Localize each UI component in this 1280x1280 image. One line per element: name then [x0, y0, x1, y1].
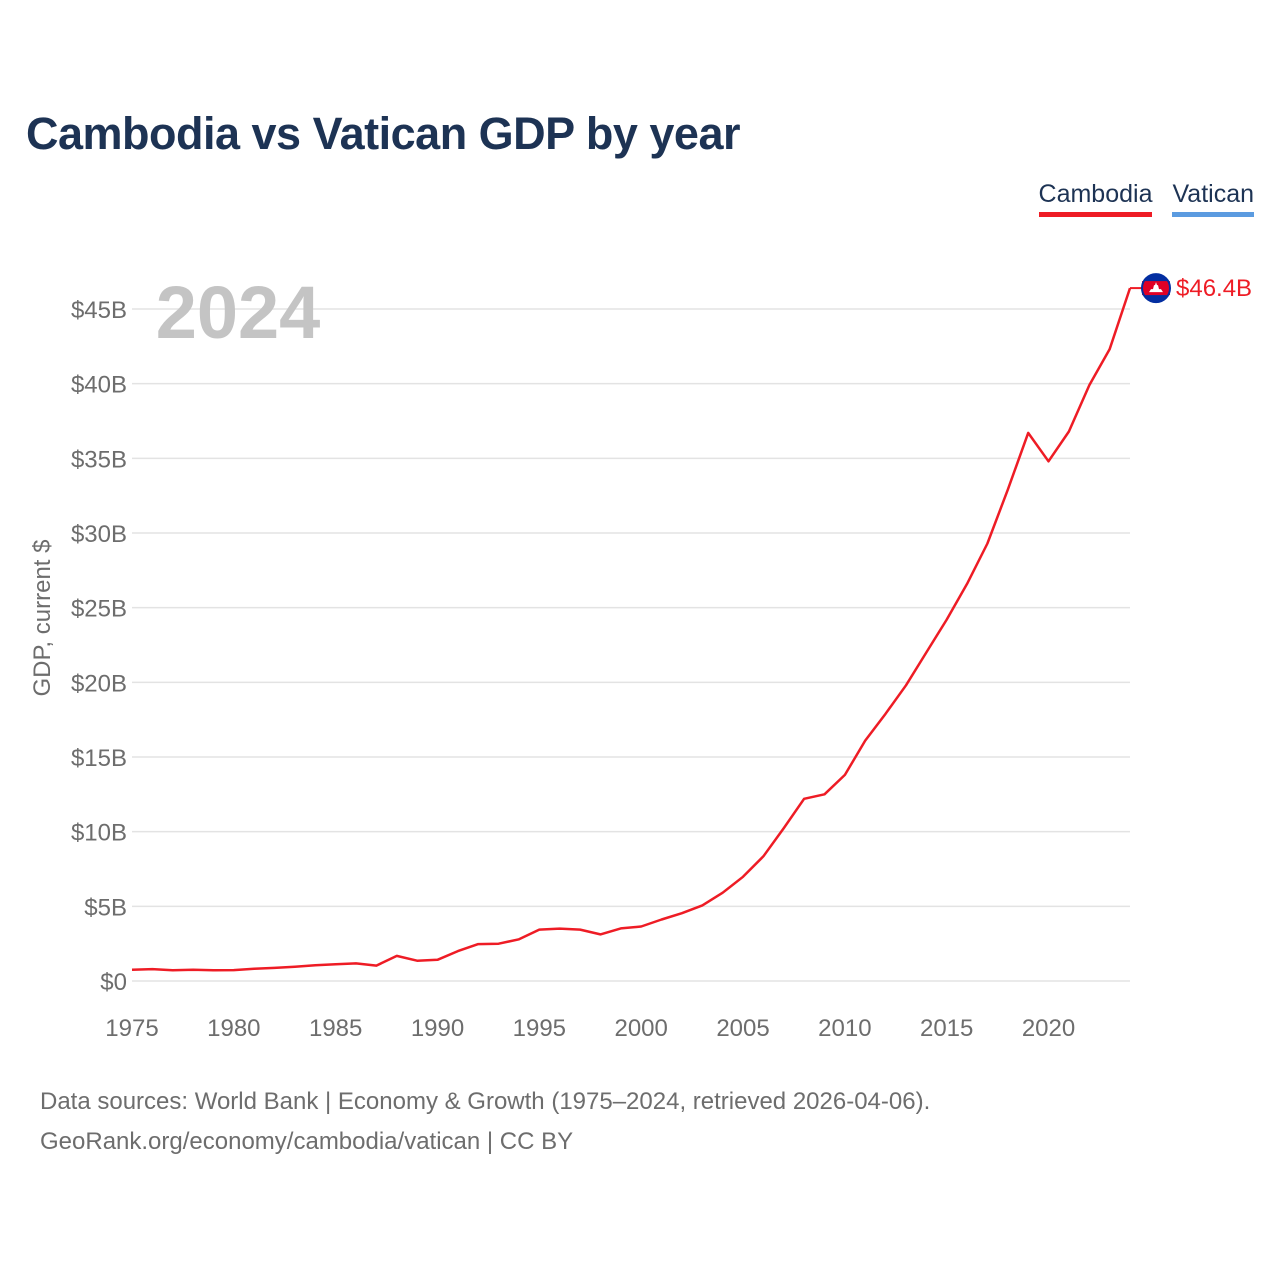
legend-item-cambodia[interactable]: Cambodia [1038, 180, 1153, 217]
attribution-text[interactable]: GeoRank.org/economy/cambodia/vatican | C… [40, 1128, 574, 1155]
legend-item-vatican[interactable]: Vatican [1172, 180, 1254, 217]
x-tick-label: 1985 [309, 1015, 362, 1042]
y-tick-label: $40B [71, 372, 127, 399]
y-tick-label: $20B [71, 670, 127, 697]
y-tick-label: $15B [71, 745, 127, 772]
series-line-cambodia[interactable] [131, 287, 1132, 972]
year-label: 2024 [156, 271, 321, 354]
y-tick-label: $25B [71, 596, 127, 623]
legend: Cambodia Vatican [1038, 180, 1254, 217]
x-tick-label: 2005 [716, 1015, 769, 1042]
x-tick-label: 1990 [411, 1015, 464, 1042]
end-marker: $46.4B [1141, 273, 1252, 304]
chart-title: Cambodia vs Vatican GDP by year [26, 108, 741, 159]
y-tick-label: $45B [71, 297, 127, 324]
x-tick-label: 2000 [614, 1015, 667, 1042]
grid-lines [132, 308, 1130, 982]
y-tick-label: $10B [71, 820, 127, 847]
y-tick-label: $35B [71, 446, 127, 473]
y-tick-label: $0 [100, 969, 127, 996]
series-lines [131, 287, 1142, 972]
y-tick-label: $30B [71, 521, 127, 548]
x-tick-label: 2010 [818, 1015, 871, 1042]
footer: Data sources: World Bank | Economy & Gro… [40, 1082, 930, 1162]
cambodia-flag-icon [1141, 273, 1171, 304]
y-axis-label: GDP, current $ [29, 540, 56, 697]
x-axis-ticks: 1975 1980 1985 1990 1995 2000 2005 2010 2015 2020 [105, 1015, 1075, 1042]
y-tick-label: $5B [84, 894, 127, 921]
x-tick-label: 1995 [513, 1015, 566, 1042]
x-tick-label: 1975 [105, 1015, 158, 1042]
x-tick-label: 2020 [1022, 1015, 1075, 1042]
gdp-line-chart: $0 $5B $10B $15B $20B $25B $30B $35B $40B $45B 19… [29, 271, 1252, 1042]
data-sources-text: Data sources: World Bank | Economy & Gro… [40, 1088, 931, 1115]
y-axis-ticks: $0 $5B $10B $15B $20B $25B $30B $35B $40B $45B [71, 297, 127, 996]
x-tick-label: 2015 [920, 1015, 973, 1042]
x-tick-label: 1980 [207, 1015, 260, 1042]
end-value-label: $46.4B [1176, 275, 1252, 302]
